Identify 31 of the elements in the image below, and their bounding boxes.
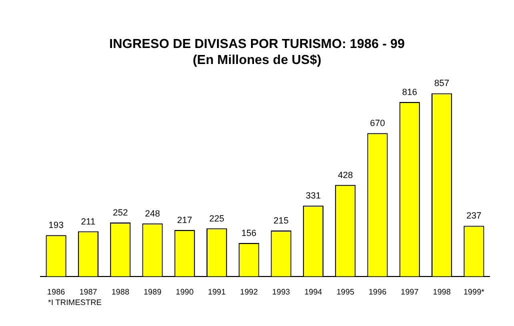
x-tick-label: 1997 — [400, 287, 420, 296]
data-label: 156 — [241, 228, 256, 238]
x-tick-label: 1987 — [79, 287, 98, 296]
data-label: 670 — [370, 118, 386, 128]
x-tick-label: 1996 — [368, 287, 387, 296]
data-label: 331 — [306, 190, 321, 201]
data-label: 211 — [81, 216, 96, 226]
data-label: 225 — [209, 213, 224, 224]
x-tick-label: 1988 — [111, 287, 130, 296]
x-tick-label: 1991 — [208, 287, 226, 296]
x-tick-label: 1990 — [176, 287, 194, 296]
x-tick-label: 1986 — [47, 287, 66, 296]
x-tick-label: 1994 — [304, 287, 323, 296]
x-tick-label: 1992 — [240, 287, 258, 296]
x-tick-label: 1989 — [144, 287, 162, 296]
data-label: 217 — [177, 214, 192, 225]
x-tick-label: 1993 — [272, 287, 291, 296]
data-label: 237 — [466, 210, 482, 221]
data-label: 252 — [112, 208, 128, 218]
data-label: 215 — [274, 215, 289, 226]
data-label: 248 — [144, 208, 160, 218]
data-label: 816 — [402, 86, 418, 97]
x-tick-label: 1995 — [336, 287, 355, 296]
data-label: 428 — [338, 170, 353, 180]
data-label: 857 — [434, 78, 450, 88]
chart-title: INGRESO DE DIVISAS POR TURISMO: 1986 - 99 — [108, 36, 406, 52]
data-label: 193 — [48, 220, 64, 230]
chart-subtitle: (En Millones de US$) — [192, 52, 322, 68]
text: *I TRIMESTRE — [48, 298, 102, 307]
x-tick-label: 1999* — [463, 287, 484, 296]
x-tick-label: 1998 — [432, 287, 452, 296]
